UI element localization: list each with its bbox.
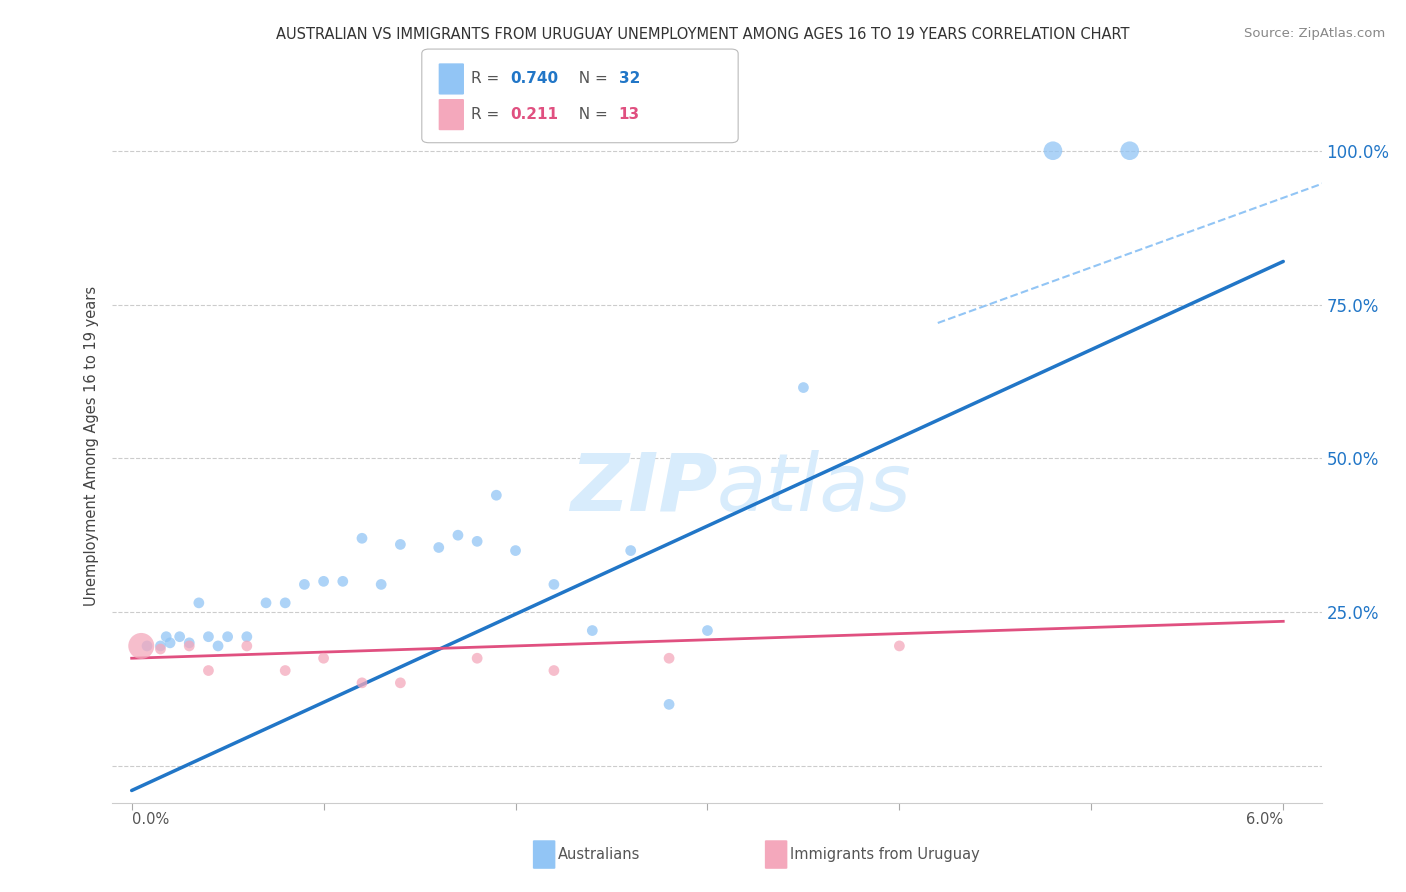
Point bbox=[485, 488, 508, 502]
Point bbox=[581, 624, 603, 638]
Point bbox=[169, 630, 191, 644]
Text: AUSTRALIAN VS IMMIGRANTS FROM URUGUAY UNEMPLOYMENT AMONG AGES 16 TO 19 YEARS COR: AUSTRALIAN VS IMMIGRANTS FROM URUGUAY UN… bbox=[276, 27, 1130, 42]
Point bbox=[465, 651, 488, 665]
Point bbox=[370, 577, 392, 591]
Point bbox=[179, 639, 201, 653]
Point bbox=[332, 574, 354, 589]
Point bbox=[350, 531, 373, 545]
Point bbox=[236, 630, 259, 644]
Text: 0.740: 0.740 bbox=[510, 71, 558, 87]
Point bbox=[254, 596, 277, 610]
Text: 6.0%: 6.0% bbox=[1246, 812, 1284, 827]
Text: Immigrants from Uruguay: Immigrants from Uruguay bbox=[790, 847, 980, 862]
Point bbox=[658, 698, 681, 712]
Text: 32: 32 bbox=[619, 71, 640, 87]
Point bbox=[1042, 144, 1064, 158]
Point bbox=[149, 639, 172, 653]
Point bbox=[136, 639, 159, 653]
Point bbox=[207, 639, 229, 653]
Point bbox=[236, 639, 259, 653]
Point bbox=[187, 596, 209, 610]
Point bbox=[155, 630, 177, 644]
Text: ZIP: ZIP bbox=[569, 450, 717, 528]
Point bbox=[294, 577, 316, 591]
Point bbox=[505, 543, 527, 558]
Point bbox=[350, 676, 373, 690]
Text: 0.211: 0.211 bbox=[510, 107, 558, 122]
Point bbox=[792, 380, 814, 394]
Text: R =: R = bbox=[471, 71, 505, 87]
Text: N =: N = bbox=[569, 107, 613, 122]
Point bbox=[543, 664, 565, 678]
Text: Australians: Australians bbox=[558, 847, 641, 862]
Point bbox=[658, 651, 681, 665]
Point bbox=[179, 636, 201, 650]
Point bbox=[389, 676, 412, 690]
Y-axis label: Unemployment Among Ages 16 to 19 years: Unemployment Among Ages 16 to 19 years bbox=[84, 286, 100, 606]
Point bbox=[274, 664, 297, 678]
Point bbox=[427, 541, 450, 555]
Text: Source: ZipAtlas.com: Source: ZipAtlas.com bbox=[1244, 27, 1385, 40]
Point bbox=[889, 639, 911, 653]
Point bbox=[217, 630, 239, 644]
Point bbox=[149, 642, 172, 657]
Point bbox=[389, 537, 412, 551]
Point bbox=[159, 636, 181, 650]
Point bbox=[274, 596, 297, 610]
Point bbox=[197, 630, 219, 644]
Text: atlas: atlas bbox=[717, 450, 912, 528]
Point bbox=[197, 664, 219, 678]
Text: 0.0%: 0.0% bbox=[132, 812, 169, 827]
Point bbox=[696, 624, 718, 638]
Point bbox=[543, 577, 565, 591]
Text: 13: 13 bbox=[619, 107, 640, 122]
Point bbox=[129, 639, 152, 653]
Point bbox=[447, 528, 470, 542]
Text: R =: R = bbox=[471, 107, 505, 122]
Point bbox=[312, 574, 335, 589]
Point bbox=[312, 651, 335, 665]
Point bbox=[620, 543, 643, 558]
Point bbox=[465, 534, 488, 549]
Text: N =: N = bbox=[569, 71, 613, 87]
Point bbox=[1118, 144, 1140, 158]
